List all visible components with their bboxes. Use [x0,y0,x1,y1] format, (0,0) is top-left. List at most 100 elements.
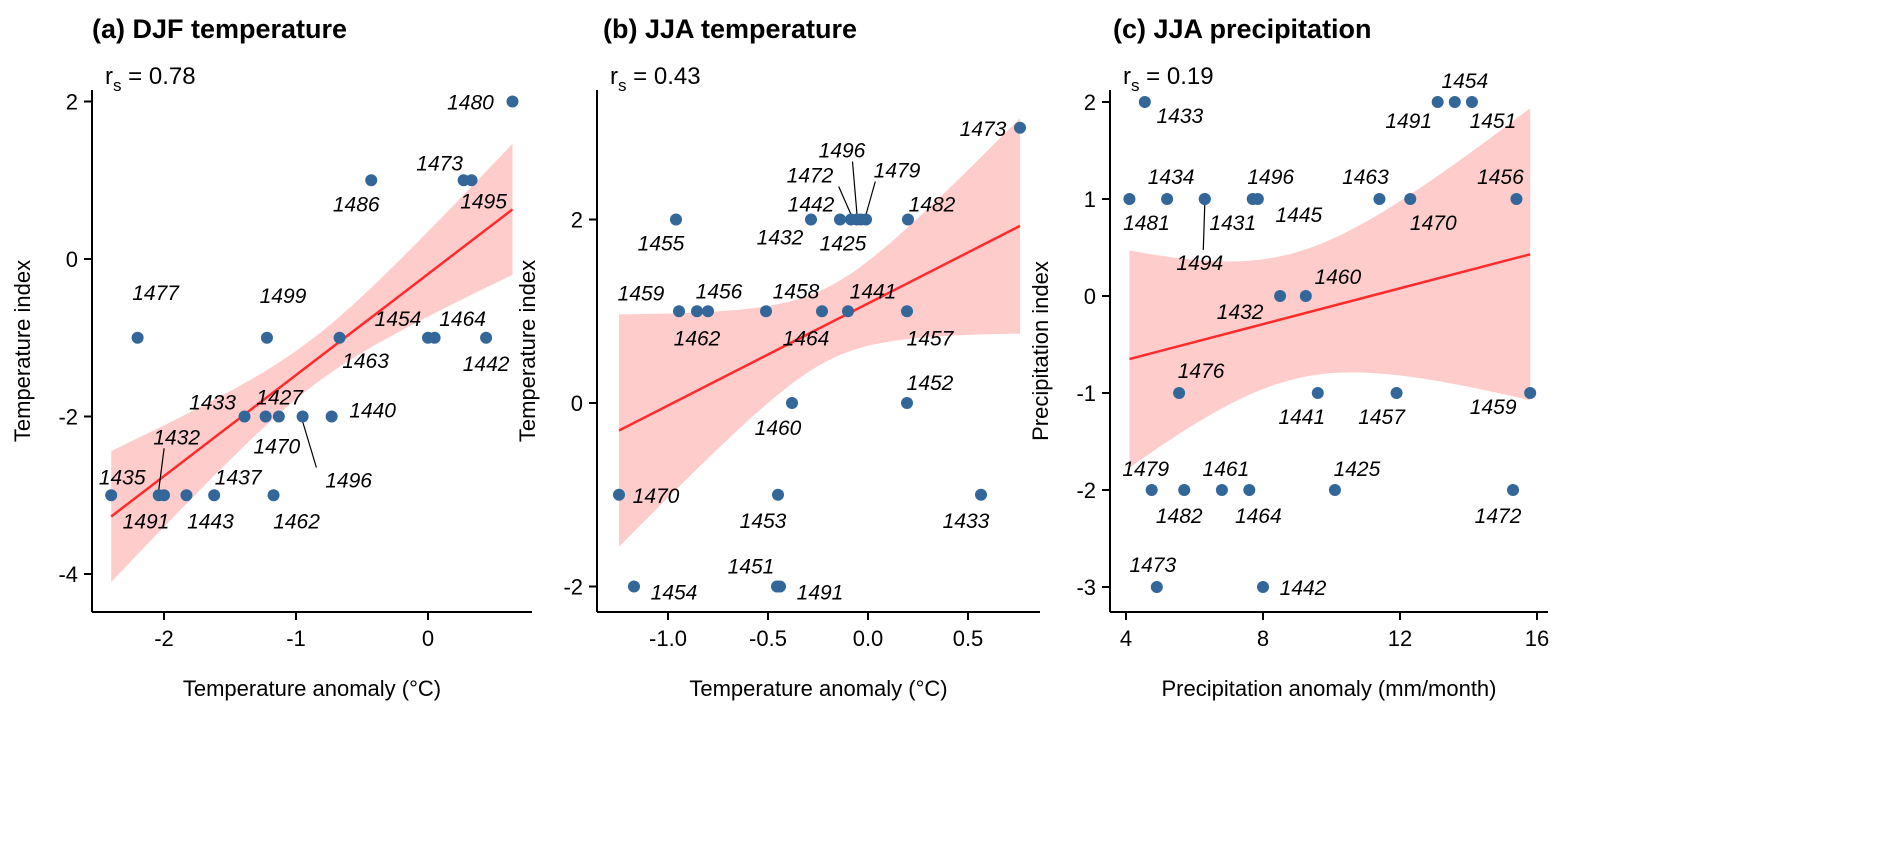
data-point [816,305,828,318]
spearman-correlation: rs = 0.19 [1123,63,1214,95]
point-label: 1477 [132,282,180,305]
y-tick-label: -3 [1076,575,1096,600]
point-label: 1453 [740,510,787,533]
y-tick-label: 0 [66,247,78,272]
spearman-correlation: rs = 0.78 [105,63,196,95]
x-tick-label: 16 [1525,626,1549,651]
y-tick-label: -1 [1076,381,1096,406]
data-point [901,397,913,409]
point-label: 1443 [187,510,234,533]
regression-line [110,208,514,518]
data-point [1274,290,1287,302]
panel-title: (c) JJA precipitation [1113,14,1372,44]
point-label: 1473 [416,152,463,175]
point-label: 1455 [638,233,685,256]
y-tick-label: 0 [1084,284,1096,309]
point-label: 1442 [788,194,835,217]
data-point [131,331,144,344]
x-axis-title: Temperature anomaly (°C) [689,676,947,701]
point-label: 1464 [783,327,830,350]
data-point [628,580,640,593]
point-label: 1435 [99,466,146,489]
point-label: 1472 [787,165,834,188]
point-label: 1451 [728,556,775,579]
data-point [1198,193,1211,205]
x-axis-title: Precipitation anomaly (mm/month) [1161,676,1496,701]
data-point [1448,96,1461,108]
point-label: 1479 [874,160,921,183]
data-point [673,305,685,318]
data-point [1431,96,1444,108]
data-point [296,410,309,423]
data-point [902,213,914,226]
point-label: 1499 [260,285,307,308]
x-tick-label: -1 [286,626,306,651]
point-label: 1425 [1334,458,1381,481]
point-label: 1473 [960,118,1007,141]
data-point [1373,193,1386,205]
leader-line [1202,203,1206,251]
x-tick-label: -1.0 [649,626,687,651]
data-point [1390,387,1403,399]
data-point [1123,193,1136,205]
point-label: 1441 [850,280,897,303]
data-point [1507,484,1520,496]
data-point [613,488,625,501]
data-point [1510,193,1523,205]
y-tick-label: 2 [66,90,78,115]
point-label: 1451 [1470,110,1517,133]
rs-symbol: r [1123,63,1131,90]
point-label: 1496 [325,470,372,493]
point-label: 1470 [253,436,300,459]
point-label: 1464 [439,308,486,331]
data-point [1138,96,1151,108]
data-point [1465,96,1478,108]
point-label: 1473 [1129,554,1176,577]
rs-value: = 0.43 [627,63,701,90]
data-point [259,410,272,423]
point-label: 1452 [907,372,954,395]
point-label: 1463 [342,350,389,373]
x-tick-label: 12 [1388,626,1412,651]
x-tick-label: 4 [1120,626,1132,651]
x-tick-label: 0 [422,626,434,651]
data-point [760,305,772,318]
rs-value: = 0.78 [122,63,196,90]
point-label: 1440 [349,400,396,423]
point-label: 1459 [1470,396,1517,419]
data-point [786,397,798,409]
data-point [428,331,441,344]
data-point [1014,121,1026,134]
spearman-correlation: rs = 0.43 [610,63,701,95]
point-label: 1491 [1385,110,1432,133]
rs-subscript: s [113,76,122,95]
point-label: 1457 [907,327,955,350]
point-label: 1433 [1156,105,1203,128]
point-label: 1486 [333,193,380,216]
leader-line [158,448,165,491]
panel-b: (b) JJA temperature rs = 0.43 -2 0 2 -1.0 -0.5… [515,14,1040,701]
data-point [1161,193,1174,205]
rs-symbol: r [610,63,618,90]
point-label: 1491 [797,582,844,605]
point-label: 1442 [1280,577,1327,600]
point-label: 1482 [909,194,956,217]
y-tick-label: 1 [1084,187,1096,212]
data-point [480,331,493,344]
point-label: 1463 [1342,166,1389,189]
data-point [272,410,285,423]
data-point [238,410,251,423]
y-tick-label: -2 [563,575,583,600]
x-tick-label: -2 [154,626,174,651]
rs-symbol: r [105,63,113,90]
x-tick-label: -0.5 [749,626,787,651]
data-point [105,489,118,502]
data-point [772,488,784,501]
y-tick-label: 2 [571,208,583,233]
y-tick-label: -2 [58,405,78,430]
point-label: 1470 [633,485,680,508]
point-label: 1480 [447,92,494,115]
point-label: 1456 [696,280,743,303]
rs-value: = 0.19 [1140,63,1214,90]
data-point [1145,484,1158,496]
